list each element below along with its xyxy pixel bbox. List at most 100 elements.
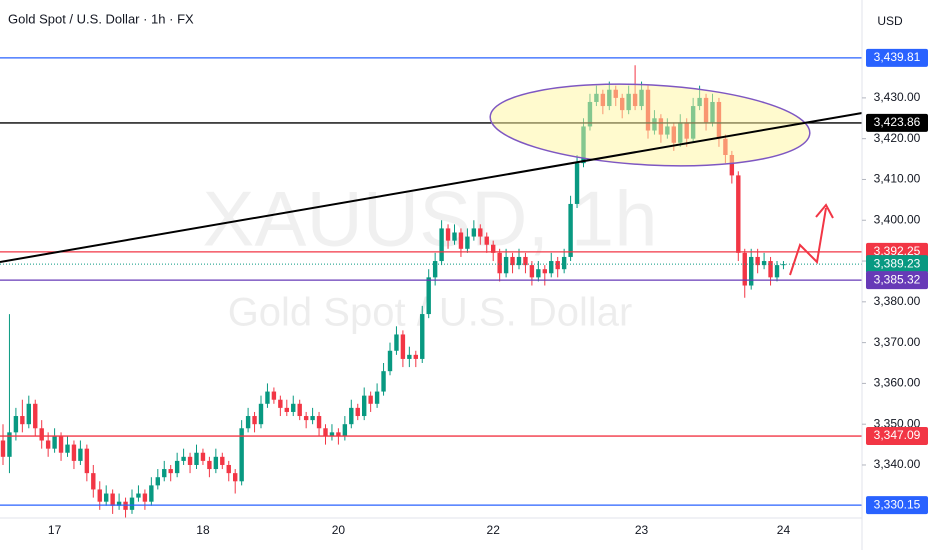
candle-body [355,407,360,417]
y-tick-label: 3,380.00 [874,294,921,308]
candle-body [104,493,109,502]
candle-body [0,440,6,457]
candle-body [226,464,231,474]
price-tag [866,271,928,290]
chart-title: Gold Spot / U.S. Dollar · 1h · FX [8,11,194,26]
candle-body [329,432,335,437]
price-tag-label: 3,385.32 [874,272,921,286]
candle-body [516,256,522,266]
candle-body [349,407,354,425]
candle-body [374,391,380,404]
candle-body [497,252,502,274]
candle-body [407,354,412,359]
candle-body [368,395,373,404]
candle-body [26,403,31,425]
price-tag-label: 3,439.81 [874,50,921,64]
candle-body [439,228,444,262]
x-tick-label: 20 [332,523,346,537]
candle-body [245,416,251,429]
candle-body [174,460,180,474]
candle-body [445,228,451,241]
currency-label: USD [877,14,903,28]
candle-body [97,489,102,502]
candle-body [568,203,573,257]
candle-body [162,469,167,478]
candle-body [432,261,438,278]
candle-body [278,399,283,408]
y-tick-label: 3,370.00 [874,335,921,349]
axes: 3,340.00 3,350.00 3,360.00 3,370.00 3,380.00… [48,48,928,537]
price-tag-label: 3,389.23 [874,256,921,270]
candle-body [471,228,477,237]
x-tick-label: 22 [487,523,501,537]
candle-body [542,269,547,274]
candle-body [768,261,773,278]
candle-body [465,236,470,249]
candle-body [58,436,64,453]
candle-body [491,244,496,253]
candle-body [523,256,528,266]
candle-body [65,444,70,453]
candle-body [458,232,464,249]
candle-body [252,416,257,425]
y-tick-label: 3,340.00 [874,457,921,471]
price-tag [866,48,928,67]
ellipse-drawing [489,83,811,167]
price-tag-label: 3,347.09 [874,428,921,442]
candle-body [200,452,206,461]
candle-body [271,391,277,400]
candle-body [478,228,483,237]
candle-body [52,436,57,449]
candle-body [116,501,122,506]
y-tick-label: 3,350.00 [874,416,921,430]
x-tick-label: 17 [48,523,62,537]
candle-body [258,403,264,425]
candle-body [265,391,270,404]
candle-body [45,440,51,449]
candle-body [362,395,367,417]
price-tag [866,427,928,446]
candle-body [207,460,212,470]
candle-body [233,473,238,482]
candle-body [71,444,77,461]
candle-body [310,416,315,421]
x-tick-label: 18 [196,523,210,537]
candle-body [91,473,96,490]
price-tag-label: 3,330.15 [874,497,921,511]
price-tag-label: 3,423.86 [874,115,921,129]
candle-body [561,256,567,270]
watermark-symbol: XAUUSD, 1h [202,175,657,263]
trend-line [0,112,863,263]
projection-arrow [789,207,827,276]
candle-body [149,485,154,502]
candle-body [387,350,393,372]
candle-body [549,261,554,274]
candle-body [239,428,244,482]
candle-body [220,456,225,465]
candle-body [13,416,19,433]
candle-body [168,469,173,474]
candle-body [452,232,457,241]
candle-body [110,493,115,506]
candle-body [510,256,515,266]
candle-body [484,236,489,245]
candle-body [213,456,219,470]
candle-body [7,432,12,457]
candle-body [291,403,296,412]
candle-body [336,432,341,437]
candle-body [33,403,38,429]
candle-body [20,416,25,425]
y-tick-label: 3,400.00 [874,212,921,226]
candle-body [729,154,735,176]
y-tick-label: 3,360.00 [874,376,921,390]
candle-body [761,261,767,266]
drawings [0,83,863,276]
candle-body [529,265,535,278]
candle-body [755,256,760,266]
candle-body [84,448,90,474]
candle-body [742,252,747,286]
y-tick-label: 3,410.00 [874,172,921,186]
candle-body [420,314,425,359]
candle-body [749,256,754,286]
